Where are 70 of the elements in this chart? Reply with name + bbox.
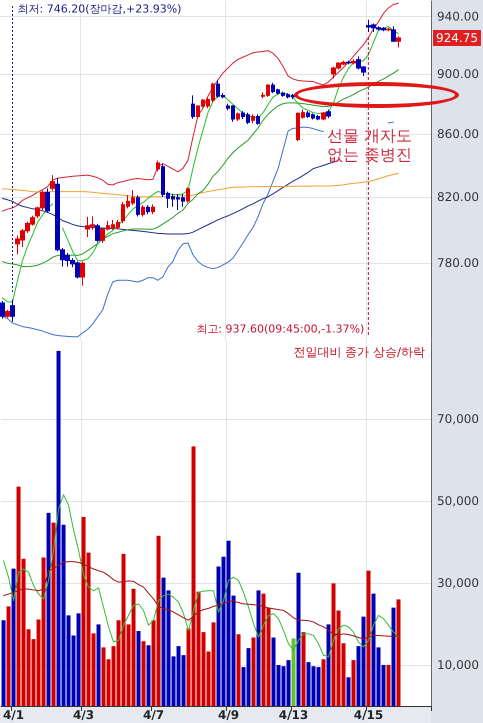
candlestick	[236, 112, 240, 122]
line-series	[3, 494, 400, 658]
candlestick	[396, 36, 401, 48]
x-tick-label: 4/1	[2, 708, 24, 722]
candlestick	[141, 204, 145, 218]
y-tick-label: 820.00	[437, 190, 479, 204]
y-tick-label: 70,000	[437, 412, 479, 426]
bar	[256, 590, 261, 706]
bar	[296, 572, 301, 706]
candlestick	[256, 114, 260, 126]
bar	[346, 677, 351, 706]
y-tick-label: 10,000	[437, 658, 479, 672]
x-tick-label: 4/13	[278, 708, 308, 722]
candlestick	[50, 174, 55, 192]
candlestick	[321, 111, 326, 121]
y-tick-label: 860.00	[437, 127, 479, 142]
bar	[96, 624, 101, 706]
candlestick	[326, 109, 331, 118]
candlestick	[386, 27, 391, 32]
bar	[12, 568, 16, 706]
bar	[292, 638, 296, 706]
bar	[236, 634, 241, 706]
candlestick	[346, 60, 351, 65]
annotation: 선물 개자도 없는 좆병진	[327, 126, 412, 164]
y-tick-label: 900.00	[437, 66, 479, 81]
bar	[392, 608, 396, 706]
bar	[366, 570, 371, 706]
x-tick-label: 4/7	[142, 708, 164, 722]
y-tick-label: 780.00	[437, 256, 479, 270]
candlestick	[0, 300, 5, 320]
y-tick-label: 50,000	[437, 494, 479, 508]
x-tick-label: 4/9	[218, 708, 240, 722]
candlestick	[156, 160, 160, 172]
text: 924.75	[436, 31, 478, 46]
bar	[396, 599, 401, 706]
bar	[322, 659, 326, 706]
candlestick	[186, 186, 190, 204]
line-series	[3, 561, 400, 640]
bar	[52, 522, 56, 706]
bar	[326, 624, 331, 706]
bar	[136, 630, 141, 706]
y-tick-label: 30,000	[437, 576, 479, 590]
candlestick	[146, 204, 150, 215]
candlestick	[151, 204, 155, 215]
candlestick	[80, 261, 85, 286]
candlestick	[351, 58, 356, 65]
annotation: 최저: 746.20(장마감,+23.93%)	[18, 2, 182, 16]
x-tick-label: 4/15	[354, 708, 384, 722]
candlestick	[191, 94, 195, 120]
candlestick	[251, 114, 255, 124]
bar	[386, 664, 391, 706]
bar	[142, 641, 146, 706]
annotation: 최고: 937.60(09:45:00,-1.37%)	[196, 322, 364, 336]
bar	[302, 632, 306, 706]
candlestick	[95, 223, 100, 243]
bar	[146, 645, 151, 706]
annotation: 전일대비 종가 상승/하락	[293, 345, 425, 359]
candlestick	[391, 26, 396, 42]
y-tick-label: 940.00	[437, 9, 479, 24]
candlestick	[5, 309, 10, 318]
candlestick	[45, 188, 50, 213]
candlestick	[10, 299, 15, 322]
bar	[6, 606, 11, 706]
x-tick-label: 4/3	[72, 708, 94, 722]
bar	[46, 512, 51, 706]
line-series	[2, 172, 399, 198]
candlestick	[136, 194, 140, 218]
bar	[352, 660, 356, 706]
bar	[2, 620, 6, 706]
bar	[252, 638, 256, 706]
